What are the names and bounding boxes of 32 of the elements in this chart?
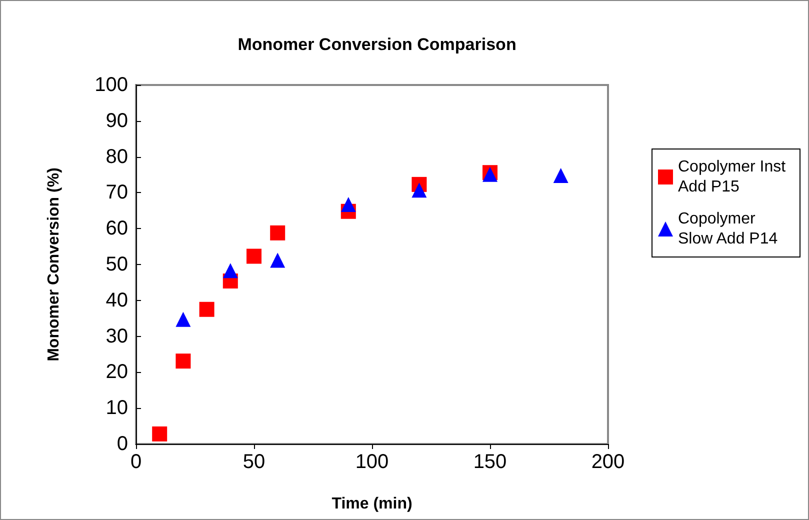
y-tick-label: 60 xyxy=(106,218,128,240)
y-tick-label: 20 xyxy=(106,361,128,384)
x-tick-label: 150 xyxy=(473,451,507,473)
x-tick-label: 100 xyxy=(355,451,389,473)
y-tick-label: 100 xyxy=(94,74,128,96)
y-tick-label: 30 xyxy=(106,325,128,348)
y-tick-label: 70 xyxy=(106,182,128,204)
x-tick-label: 50 xyxy=(242,451,266,473)
y-axis-title: Monomer Conversion (%) xyxy=(46,168,62,362)
point xyxy=(270,225,286,240)
point xyxy=(246,248,262,264)
point xyxy=(199,302,214,317)
point xyxy=(340,197,356,212)
y-tick-label: 80 xyxy=(106,146,128,168)
point xyxy=(222,263,238,278)
y-tick-label: 40 xyxy=(106,289,128,312)
x-tick-label: 0 xyxy=(130,451,142,473)
x-axis-title: Time (min) xyxy=(332,496,412,512)
y-tick-label: 10 xyxy=(106,397,128,420)
point xyxy=(176,354,191,369)
legend-label: Copolymer Inst Add P15 xyxy=(678,158,790,196)
point xyxy=(270,252,286,268)
point xyxy=(176,312,191,327)
point xyxy=(412,182,427,198)
point xyxy=(553,168,568,183)
y-tick-label: 90 xyxy=(106,110,128,132)
y-tick-label: 50 xyxy=(106,254,128,276)
y-tick-label: 0 xyxy=(116,433,128,455)
x-tick-label: 200 xyxy=(591,451,625,473)
legend-label: Copolymer Slow Add P14 xyxy=(678,210,778,248)
point xyxy=(152,426,168,442)
chart-title: Monomer Conversion Comparison xyxy=(238,35,516,54)
